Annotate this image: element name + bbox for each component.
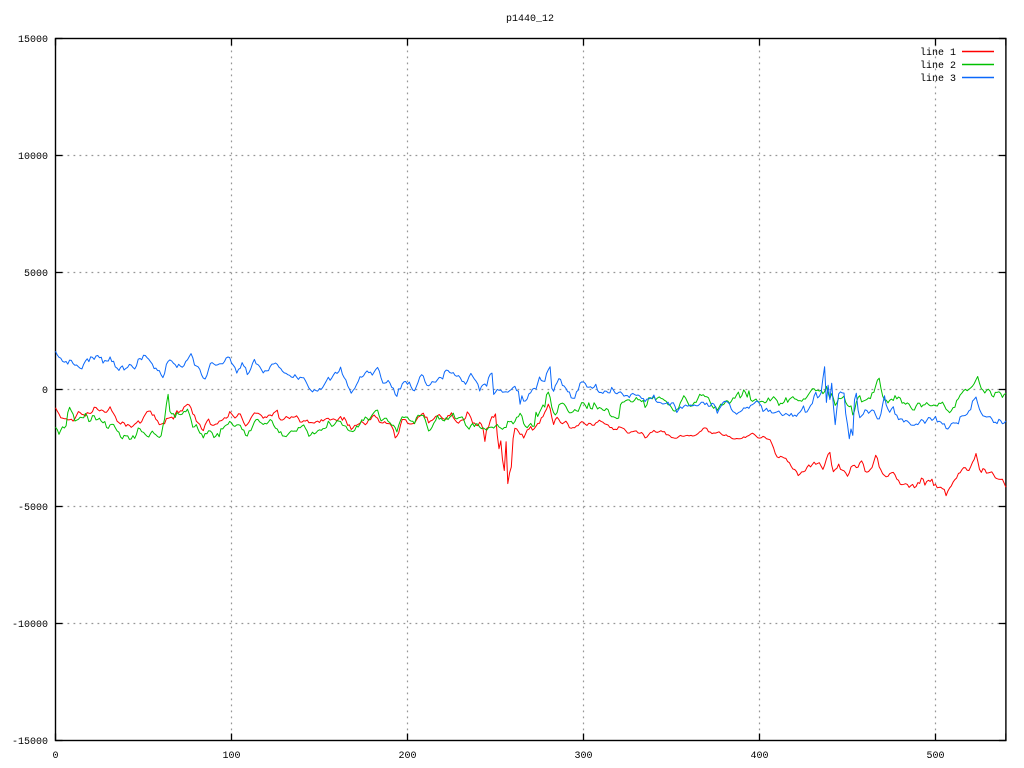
svg-text:200: 200 — [398, 751, 416, 762]
svg-text:-5000: -5000 — [18, 503, 48, 514]
svg-text:400: 400 — [750, 751, 768, 762]
svg-text:500: 500 — [926, 751, 944, 762]
svg-text:15000: 15000 — [18, 35, 48, 46]
svg-text:0: 0 — [42, 386, 48, 397]
svg-text:line 1: line 1 — [920, 47, 956, 59]
svg-text:0: 0 — [52, 751, 58, 762]
svg-text:100: 100 — [222, 751, 240, 762]
svg-text:-10000: -10000 — [12, 620, 48, 631]
svg-text:10000: 10000 — [18, 152, 48, 163]
svg-text:-15000: -15000 — [12, 737, 48, 748]
svg-text:line 3: line 3 — [920, 73, 956, 85]
svg-text:5000: 5000 — [24, 269, 48, 280]
svg-text:300: 300 — [574, 751, 592, 762]
svg-text:line 2: line 2 — [920, 60, 956, 72]
svg-text:p1440_12: p1440_12 — [506, 14, 554, 25]
